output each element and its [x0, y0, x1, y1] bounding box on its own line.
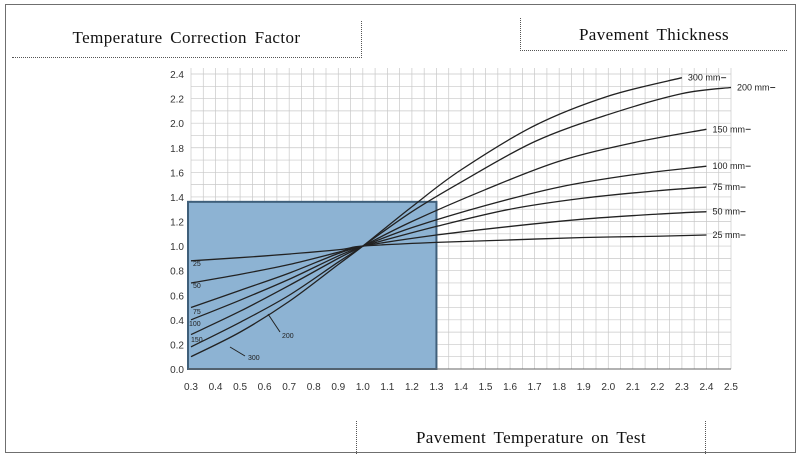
- y-tick-label: 1.6: [170, 168, 184, 179]
- curve-label-left: 75: [193, 309, 201, 316]
- curve-label-left: 100: [189, 321, 201, 328]
- curve-label-left: 150: [191, 337, 203, 344]
- y-tick-label: 1.0: [170, 242, 184, 253]
- x-tick-label: 2.4: [700, 382, 714, 393]
- curve-label-right: 300 mm: [688, 73, 721, 83]
- y-tick-label: 1.8: [170, 144, 184, 155]
- x-tick-label: 2.2: [650, 382, 664, 393]
- highlight-region-group: [187, 200, 731, 370]
- curve-label-right: 150 mm: [712, 124, 745, 134]
- x-tick-label: 1.3: [430, 382, 444, 393]
- x-tick-label: 1.5: [479, 382, 493, 393]
- curve-label-right: 50 mm: [712, 207, 740, 217]
- x-tick-label: 0.3: [184, 382, 198, 393]
- y-axis-title-box: Temperature Correction Factor: [12, 21, 362, 58]
- curve-50-mm: [190, 211, 707, 284]
- x-tick-label: 0.9: [331, 382, 345, 393]
- x-tick-label: 2.1: [626, 382, 640, 393]
- y-tick-label: 0.6: [170, 291, 184, 302]
- x-tick-label: 1.6: [503, 382, 517, 393]
- x-tick-label: 0.5: [233, 382, 247, 393]
- curve-150-mm: [190, 128, 707, 336]
- y-tick-label: 0.8: [170, 267, 184, 278]
- y-tick-label: 0.2: [170, 340, 184, 351]
- y-tick-label: 2.4: [170, 70, 184, 81]
- x-tick-label: 0.8: [307, 382, 321, 393]
- curve-label-right: 75 mm: [712, 182, 740, 192]
- y-ticks: 0.0 0.2 0.4 0.6 0.8 1.0 1.2 1.4 1.6 1.8 2.0 2.2 2.4: [170, 70, 184, 376]
- curve-label-right: 200 mm: [737, 83, 770, 93]
- curve-label-right: 100 mm: [712, 161, 745, 171]
- x-tick-label: 2.0: [601, 382, 615, 393]
- curves-group: [190, 77, 732, 358]
- x-axis-title: Pavement Temperature on Test: [415, 428, 647, 447]
- x-tick-label: 1.4: [454, 382, 468, 393]
- x-ticks: 0.3 0.4 0.5 0.6 0.7 0.8 0.9 1.0 1.1 1.2 1.3 1.4 1.5 1…: [184, 382, 738, 393]
- x-axis-title-box: Pavement Temperature on Test: [356, 421, 706, 454]
- legend-title-box: Pavement Thickness: [520, 18, 787, 51]
- curve-label-left: 300: [248, 355, 260, 362]
- y-tick-label: 2.2: [170, 95, 184, 106]
- curve-label-left: 200: [282, 333, 294, 340]
- x-tick-label: 1.1: [380, 382, 394, 393]
- curve-labels: 300 mm 200 mm 150 mm 100 mm 75 mm 50 mm 25 mm 3…: [189, 73, 776, 362]
- x-tick-label: 0.7: [282, 382, 296, 393]
- y-tick-label: 0.4: [170, 316, 184, 327]
- legend-title: Pavement Thickness: [578, 25, 730, 44]
- y-axis-title: Temperature Correction Factor: [72, 28, 301, 47]
- x-tick-label: 0.4: [209, 382, 223, 393]
- y-tick-label: 0.0: [170, 365, 184, 376]
- leader-arrow-200: [267, 313, 281, 333]
- curve-25-mm: [190, 234, 707, 262]
- y-tick-label: 1.2: [170, 218, 184, 229]
- curve-100-mm: [190, 165, 707, 321]
- x-tick-label: 1.2: [405, 382, 419, 393]
- x-tick-label: 1.7: [528, 382, 542, 393]
- leader-arrow-300: [229, 346, 246, 357]
- y-tick-label: 1.4: [170, 193, 184, 204]
- x-tick-label: 2.3: [675, 382, 689, 393]
- x-tick-label: 1.0: [356, 382, 370, 393]
- curve-label-right: 25 mm: [712, 230, 740, 240]
- x-tick-label: 1.9: [577, 382, 591, 393]
- curve-200-mm: [190, 86, 732, 348]
- x-tick-label: 1.8: [552, 382, 566, 393]
- x-tick-label: 2.5: [724, 382, 738, 393]
- x-tick-label: 0.6: [258, 382, 272, 393]
- curve-75-mm: [190, 186, 707, 309]
- y-tick-label: 2.0: [170, 119, 184, 130]
- curve-label-left: 50: [193, 283, 201, 290]
- curve-label-left: 25: [193, 261, 201, 268]
